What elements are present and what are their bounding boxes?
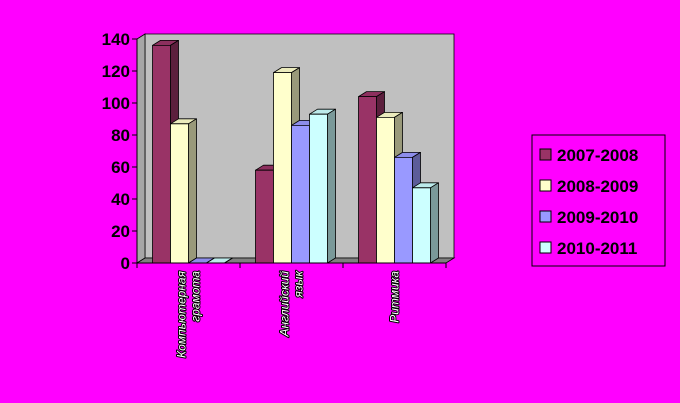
legend-entry: 2007-2008 [539, 146, 638, 165]
y-tick-label: 60 [111, 158, 130, 177]
legend-label: 2009-2010 [557, 208, 638, 227]
legend-label: 2008-2009 [557, 177, 638, 196]
bar [412, 182, 439, 264]
legend-box [531, 134, 666, 267]
x-axis: Компьютернаяграмота Английскийязык Ритмика [136, 262, 447, 359]
legend-swatch [539, 210, 552, 223]
y-tick-label: 140 [102, 30, 130, 49]
y-tick-label: 80 [111, 126, 130, 145]
x-tick-label: Ритмика [388, 271, 402, 323]
legend-entry: 2009-2010 [539, 208, 638, 227]
legend: 2007-2008 2008-2009 2009-2010 2010-2011 [531, 134, 666, 267]
y-tick-label: 120 [102, 62, 130, 81]
x-tick-label: Компьютернаяграмота [175, 270, 203, 358]
y-tick-label: 0 [121, 254, 130, 273]
legend-swatch [539, 179, 552, 192]
legend-swatch [539, 241, 552, 254]
y-tick-label: 40 [111, 190, 130, 209]
legend-label: 2010-2011 [557, 239, 637, 258]
side-wall [136, 33, 146, 264]
legend-label: 2007-2008 [557, 146, 638, 165]
legend-swatch [539, 148, 552, 161]
y-tick-label: 100 [102, 94, 130, 113]
legend-entry: 2010-2011 [539, 239, 637, 258]
legend-entry: 2008-2009 [539, 177, 638, 196]
bar [170, 118, 197, 264]
y-axis: 0 20 40 60 80 100 120 140 [102, 30, 138, 273]
y-tick-label: 20 [111, 222, 130, 241]
bar [309, 108, 336, 264]
bars [152, 40, 439, 264]
x-tick-label: Английскийязык [278, 270, 306, 338]
